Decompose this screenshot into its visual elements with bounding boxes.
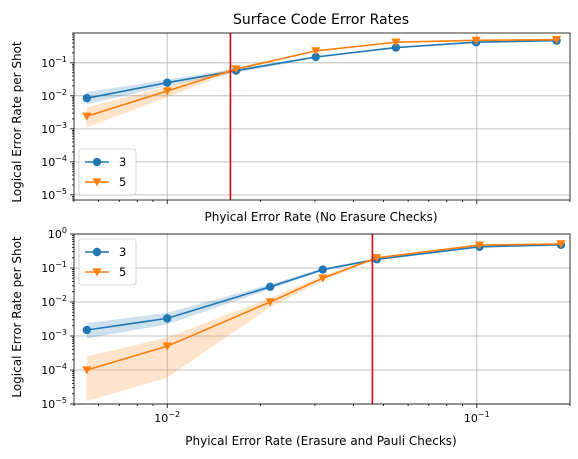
- y-tick-label: 10−1: [41, 260, 67, 275]
- y-tick-label: 10−5: [41, 187, 67, 202]
- series-5: [82, 36, 562, 128]
- x-tick-label: 10−2: [154, 410, 180, 425]
- data-point: [556, 240, 566, 249]
- bottom-x-axis-label: Phyical Error Rate (Erasure and Pauli Ch…: [185, 434, 456, 448]
- legend-marker-3: [92, 157, 102, 167]
- y-tick-label: 10−3: [41, 121, 67, 136]
- data-point: [474, 241, 485, 250]
- legend-box: [78, 148, 137, 196]
- y-tick-label: 10−3: [41, 328, 67, 343]
- data-point: [162, 342, 172, 351]
- axes-frame: [73, 233, 571, 405]
- axes-frame: [73, 32, 571, 201]
- top-x-axis-label: Phyical Error Rate (No Erasure Checks): [204, 210, 437, 224]
- data-point: [372, 254, 382, 263]
- legend: 35: [78, 238, 137, 286]
- data-point: [551, 36, 562, 45]
- data-point: [311, 52, 321, 62]
- y-tick-label: 10−2: [41, 294, 67, 309]
- series-line-5: [86, 38, 557, 118]
- legend-marker-5: [92, 268, 102, 277]
- legend: 35: [78, 148, 137, 196]
- legend-label: 3: [119, 245, 126, 259]
- legend-marker-3: [92, 247, 102, 257]
- data-point: [162, 78, 172, 87]
- plot-area: [82, 240, 566, 402]
- legend-label: 5: [119, 175, 126, 189]
- data-point: [265, 282, 275, 291]
- bottom-y-axis-label: Logical Error Rate per Shot: [10, 236, 24, 398]
- legend-label: 5: [119, 265, 126, 279]
- data-point: [162, 87, 172, 96]
- chart-title: Surface Code Error Rates: [233, 12, 409, 28]
- y-tick-label: 10−5: [41, 396, 67, 411]
- confidence-band-5: [86, 243, 562, 402]
- y-tick-label: 100: [48, 226, 67, 241]
- data-point: [311, 47, 321, 56]
- legend-marker-5: [92, 178, 102, 187]
- data-point: [471, 36, 481, 45]
- y-tick-label: 10−2: [41, 88, 67, 103]
- top-y-axis-label: Logical Error Rate per Shot: [10, 41, 24, 203]
- y-tick-label: 10−4: [41, 362, 67, 377]
- confidence-band-5: [86, 39, 557, 128]
- top-panel: 10−510−410−310−210−135: [41, 32, 571, 204]
- data-point: [82, 366, 92, 375]
- plot-area: [82, 36, 562, 128]
- data-point: [318, 265, 327, 274]
- legend-box: [78, 238, 137, 286]
- data-point: [391, 43, 401, 52]
- x-tick-label: 10−1: [464, 410, 490, 425]
- data-point: [265, 298, 275, 307]
- y-tick-label: 10−1: [41, 55, 67, 70]
- series-3: [82, 240, 566, 339]
- data-point: [162, 314, 172, 323]
- y-tick-label: 10−4: [41, 154, 67, 169]
- legend-label: 3: [119, 155, 126, 169]
- data-point: [82, 325, 92, 335]
- confidence-band-3: [86, 244, 562, 339]
- data-point: [231, 65, 241, 74]
- data-point: [318, 274, 328, 283]
- data-point: [82, 112, 92, 121]
- data-point: [391, 38, 401, 47]
- data-point: [82, 93, 92, 103]
- series-5: [82, 240, 566, 402]
